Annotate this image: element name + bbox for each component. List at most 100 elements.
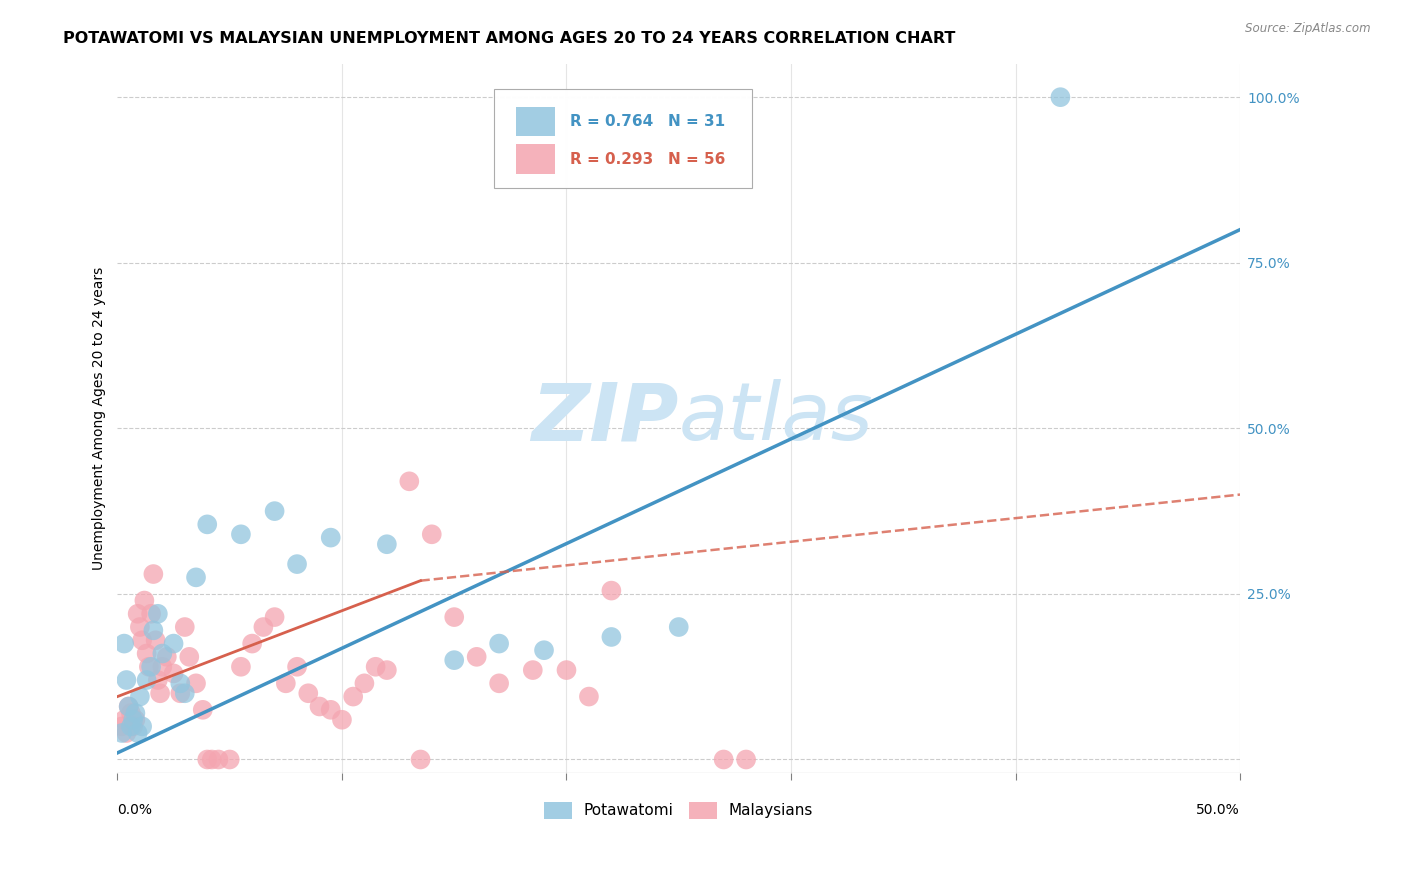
Point: [122, 713, 145, 727]
Point: [131, 633, 153, 648]
Point: [297, 686, 319, 700]
Point: [488, 637, 510, 651]
Point: [274, 676, 297, 690]
Point: [555, 663, 578, 677]
Point: [139, 659, 162, 673]
Point: [120, 719, 142, 733]
Point: [342, 690, 364, 704]
Point: [135, 673, 157, 687]
Point: [319, 703, 342, 717]
Text: N = 31: N = 31: [668, 114, 724, 129]
Point: [195, 517, 218, 532]
Point: [420, 527, 443, 541]
Point: [112, 713, 135, 727]
Point: [142, 567, 165, 582]
Point: [263, 504, 285, 518]
Point: [111, 726, 134, 740]
Point: [735, 752, 758, 766]
Point: [207, 752, 229, 766]
Point: [115, 726, 138, 740]
Point: [465, 649, 488, 664]
Point: [169, 686, 191, 700]
Point: [138, 659, 160, 673]
Y-axis label: Unemployment Among Ages 20 to 24 years: Unemployment Among Ages 20 to 24 years: [93, 267, 107, 570]
Point: [149, 686, 172, 700]
Text: 0.0%: 0.0%: [118, 804, 152, 817]
Point: [1049, 90, 1071, 104]
Point: [252, 620, 274, 634]
Point: [118, 699, 141, 714]
FancyBboxPatch shape: [516, 145, 555, 174]
Point: [118, 699, 141, 714]
Point: [156, 649, 179, 664]
Point: [173, 686, 195, 700]
Point: [409, 752, 432, 766]
Point: [135, 647, 157, 661]
Point: [240, 637, 263, 651]
Point: [142, 624, 165, 638]
Point: [218, 752, 240, 766]
Point: [319, 531, 342, 545]
Point: [112, 637, 135, 651]
Point: [488, 676, 510, 690]
Point: [443, 653, 465, 667]
Point: [600, 583, 623, 598]
Point: [533, 643, 555, 657]
Point: [330, 713, 353, 727]
Point: [128, 620, 150, 634]
Point: [124, 713, 146, 727]
Point: [162, 666, 184, 681]
Point: [195, 752, 218, 766]
Legend: Potawatomi, Malaysians: Potawatomi, Malaysians: [538, 796, 820, 825]
Point: [578, 690, 600, 704]
Point: [353, 676, 375, 690]
Point: [375, 663, 398, 677]
Point: [522, 663, 544, 677]
Point: [150, 647, 173, 661]
Point: [134, 593, 156, 607]
Point: [263, 610, 285, 624]
Point: [375, 537, 398, 551]
Point: [146, 673, 169, 687]
Point: [713, 752, 735, 766]
Point: [162, 637, 184, 651]
Point: [398, 475, 420, 489]
Text: 50.0%: 50.0%: [1197, 804, 1240, 817]
Point: [201, 752, 224, 766]
Point: [184, 570, 207, 584]
FancyBboxPatch shape: [494, 89, 752, 188]
Point: [124, 706, 146, 720]
Point: [285, 659, 308, 673]
Point: [229, 659, 252, 673]
Point: [229, 527, 252, 541]
Point: [122, 719, 145, 733]
Text: R = 0.764: R = 0.764: [569, 114, 654, 129]
Text: ZIP: ZIP: [531, 379, 679, 458]
Point: [191, 703, 214, 717]
Point: [128, 690, 150, 704]
Point: [120, 706, 142, 720]
Point: [131, 719, 153, 733]
Point: [308, 699, 330, 714]
Point: [127, 607, 149, 621]
Point: [145, 633, 167, 648]
Text: N = 56: N = 56: [668, 152, 725, 167]
Point: [285, 557, 308, 571]
Point: [111, 719, 134, 733]
Point: [668, 620, 690, 634]
Point: [173, 620, 195, 634]
Point: [184, 676, 207, 690]
Point: [139, 607, 162, 621]
Point: [169, 676, 191, 690]
Point: [115, 673, 138, 687]
Point: [364, 659, 387, 673]
Text: atlas: atlas: [679, 379, 873, 458]
Text: POTAWATOMI VS MALAYSIAN UNEMPLOYMENT AMONG AGES 20 TO 24 YEARS CORRELATION CHART: POTAWATOMI VS MALAYSIAN UNEMPLOYMENT AMO…: [63, 31, 956, 46]
Point: [146, 607, 169, 621]
Point: [600, 630, 623, 644]
Point: [150, 659, 173, 673]
Text: Source: ZipAtlas.com: Source: ZipAtlas.com: [1246, 22, 1371, 36]
Point: [179, 649, 201, 664]
Point: [443, 610, 465, 624]
Point: [127, 726, 149, 740]
